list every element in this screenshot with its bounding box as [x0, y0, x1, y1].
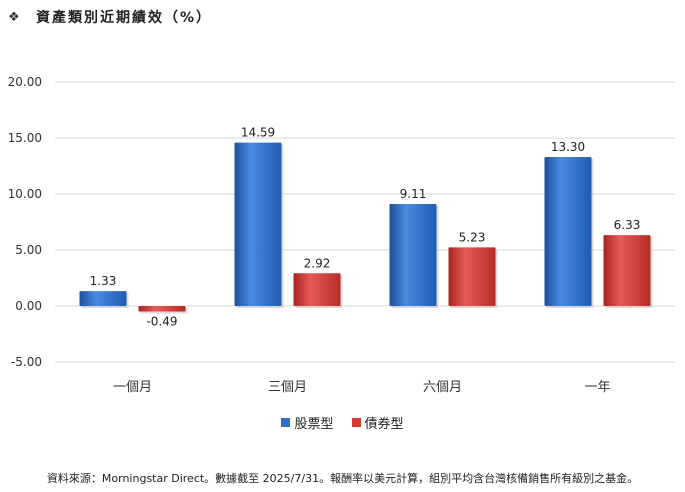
y-tick-label: 15.00 — [8, 131, 42, 145]
legend-label: 股票型 — [294, 417, 334, 432]
data-label: -0.49 — [146, 314, 177, 328]
bar-equity — [544, 157, 592, 306]
bar-bond — [448, 247, 496, 306]
x-category-label: 三個月 — [268, 380, 307, 395]
legend-swatch-icon — [281, 418, 291, 427]
data-label: 9.11 — [400, 187, 427, 201]
chart-header: ❖ 資產類別近期績效（%） — [8, 6, 212, 28]
chart-title: 資產類別近期績效（%） — [36, 10, 213, 26]
y-tick-label: 5.00 — [15, 243, 42, 257]
legend-swatch-icon — [351, 418, 361, 427]
data-label: 2.92 — [304, 256, 331, 270]
legend-label: 債券型 — [364, 417, 404, 432]
data-label: 5.23 — [459, 230, 486, 244]
chart-legend: 股票型 債券型 — [0, 413, 685, 432]
bar-bond — [603, 235, 651, 306]
y-tick-label: 10.00 — [8, 187, 42, 201]
source-footnote: 資料來源：Morningstar Direct。數據截至 2025/7/31。報… — [46, 472, 639, 485]
legend-item: 股票型 — [281, 413, 334, 432]
diamond-bullet-icon: ❖ — [8, 9, 20, 25]
y-tick-label: 20.00 — [8, 75, 42, 89]
data-label: 1.33 — [90, 274, 117, 288]
x-category-label: 一年 — [584, 380, 610, 395]
data-label: 6.33 — [614, 218, 641, 232]
bar-equity — [234, 142, 282, 306]
bar-equity — [79, 291, 127, 306]
y-tick-label: 0.00 — [15, 299, 42, 313]
bar-bond — [293, 273, 341, 306]
x-category-label: 六個月 — [423, 380, 462, 395]
data-label: 14.59 — [241, 126, 275, 140]
y-tick-label: -5.00 — [11, 355, 42, 369]
bar-bond — [138, 306, 186, 312]
x-category-label: 一個月 — [113, 380, 152, 395]
legend-item: 債券型 — [351, 413, 404, 432]
data-label: 13.30 — [551, 140, 585, 154]
bar-equity — [389, 203, 437, 306]
